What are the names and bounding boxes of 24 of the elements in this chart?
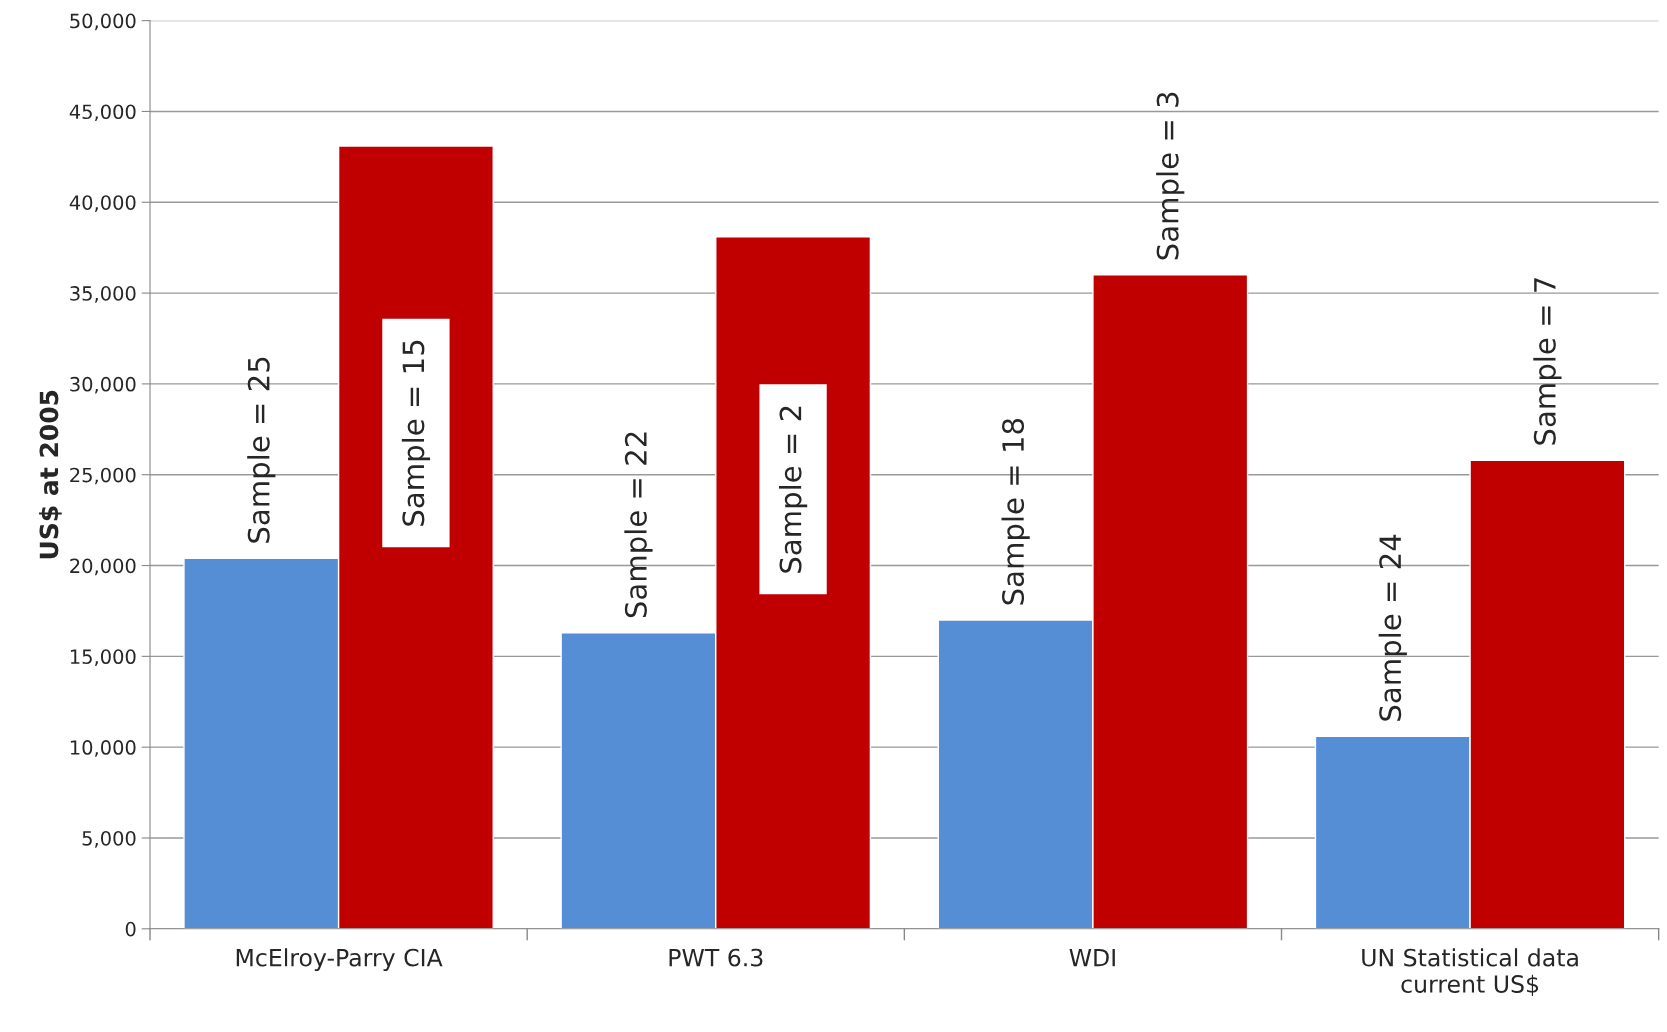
x-tick-label: PWT 6.3 [669, 948, 763, 967]
y-tick-label: 20,000 [70, 558, 136, 576]
annotation: Sample = 7 [1533, 278, 1562, 445]
annotation: Sample = 25 [247, 357, 276, 543]
x-tick-label: McElroy-Parry CIA [236, 948, 443, 972]
y-tick-label: 0 [125, 921, 136, 937]
y-tick-label: 10,000 [70, 740, 136, 757]
y-tick-label: 45,000 [69, 104, 136, 122]
annotation: Sample = 15 [401, 340, 431, 526]
annotation: Sample = 24 [1378, 534, 1407, 721]
y-tick-label: 5,000 [82, 830, 136, 848]
x-tick-label: WDI [1069, 948, 1115, 967]
y-tick-label: 40,000 [69, 195, 136, 212]
annotation: Sample = 22 [624, 432, 653, 618]
y-axis-title: US$ at 2005 [39, 390, 62, 559]
y-tick-label: 15,000 [70, 649, 136, 666]
y-tick-label: 25,000 [70, 467, 136, 485]
x-tick-label: UN Statistical data current US$ [1362, 948, 1578, 997]
annotation: Sample = 2 [778, 406, 808, 573]
y-tick-label: 50,000 [70, 13, 136, 31]
y-tick-label: 30,000 [70, 376, 136, 394]
annotation: Sample = 18 [1001, 418, 1030, 605]
y-tick-label: 35,000 [70, 286, 136, 303]
annotation: Sample = 3 [1156, 92, 1185, 260]
